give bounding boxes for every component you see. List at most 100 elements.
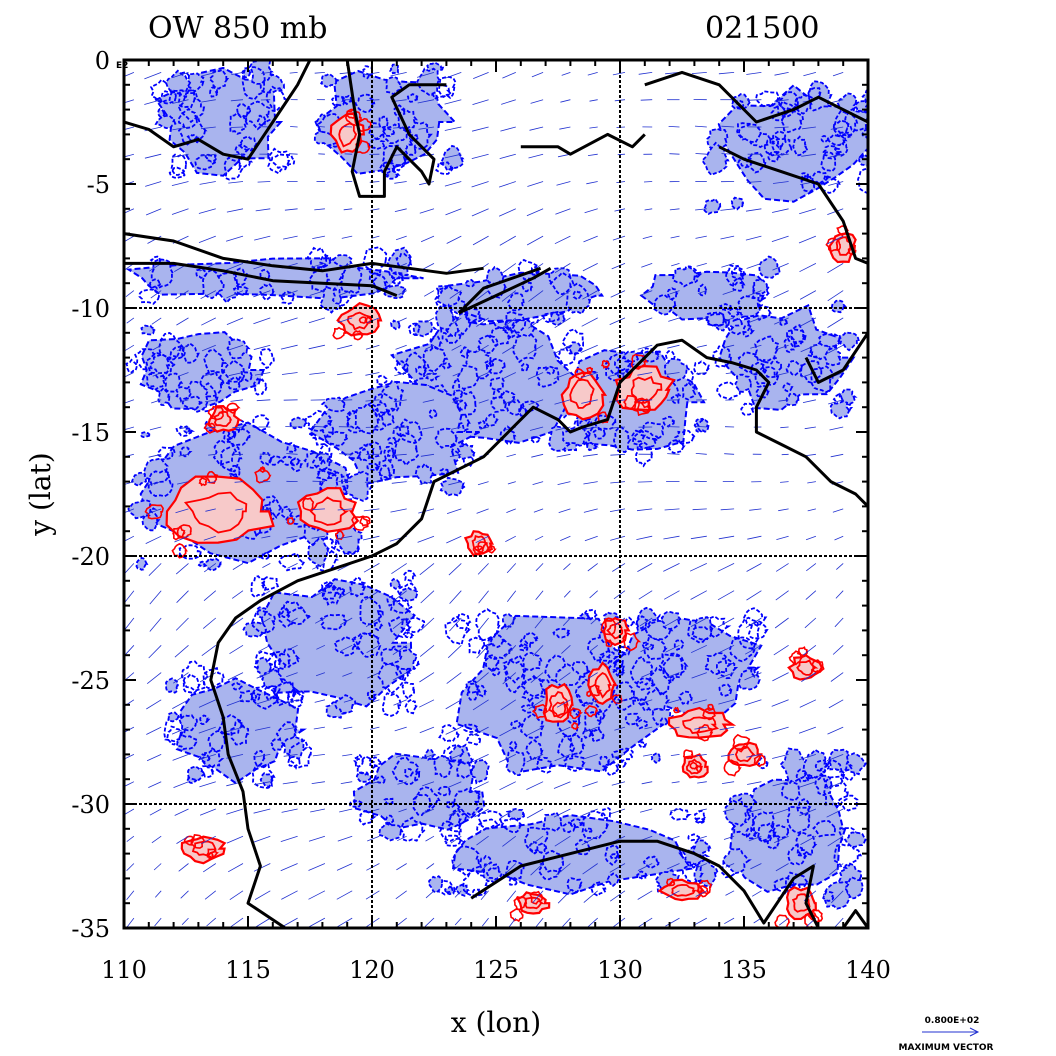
- negative-contour-cell: [249, 60, 274, 85]
- y-tick-label: -15: [71, 419, 110, 447]
- negative-contour-cell: [178, 544, 202, 560]
- wind-vector: [608, 372, 626, 377]
- wind-vector: [610, 453, 626, 456]
- wind-vector: [284, 726, 298, 730]
- negative-contour-cell: [466, 682, 482, 701]
- positive-inner-contour: [338, 122, 358, 148]
- wind-vector: [174, 535, 189, 543]
- wind-vector: [310, 808, 325, 813]
- negative-contour-cell: [442, 834, 465, 847]
- wind-vector: [149, 426, 162, 431]
- negative-contour-cell: [414, 462, 437, 485]
- wind-vector: [416, 72, 435, 78]
- wind-vector: [610, 535, 626, 541]
- wind-vector: [338, 590, 353, 599]
- wind-vector: [831, 890, 844, 904]
- negative-contour-cell: [241, 66, 266, 101]
- wind-vector: [696, 372, 707, 375]
- negative-contour-cell: [635, 615, 649, 630]
- wind-vector: [527, 181, 544, 187]
- negative-contour-cell: [510, 719, 524, 730]
- negative-contour-cell: [403, 768, 414, 778]
- wind-vector: [480, 426, 489, 430]
- negative-contour-cell: [622, 350, 642, 363]
- x-tick-label: 110: [101, 956, 147, 984]
- negative-contour-cell: [259, 576, 280, 591]
- wind-vector: [124, 754, 135, 760]
- negative-contour-cell: [836, 794, 859, 812]
- negative-contour-cell: [662, 415, 675, 428]
- negative-contour-cell: [238, 517, 262, 540]
- wind-vector: [529, 126, 544, 131]
- y-tick-label: -35: [71, 915, 110, 943]
- wind-vector: [502, 835, 517, 847]
- wind-vector: [669, 153, 680, 155]
- negative-contour-cell: [452, 389, 464, 400]
- negative-contour-cell: [367, 138, 386, 151]
- wind-vector: [476, 645, 489, 659]
- negative-contour-cell: [203, 557, 222, 572]
- positive-inner-contour: [682, 716, 720, 734]
- wind-vector: [775, 563, 789, 572]
- positive-inner-contour: [630, 375, 663, 404]
- wind-vector: [144, 153, 162, 159]
- wind-vector: [644, 726, 653, 730]
- wind-vector: [125, 290, 135, 298]
- positive-contour-cell: [600, 617, 617, 636]
- negative-contour-cell: [331, 282, 356, 307]
- y-tick-label: -5: [87, 171, 110, 199]
- coastline: [470, 839, 820, 928]
- wind-vector: [745, 644, 762, 655]
- wind-vector: [798, 754, 817, 761]
- wind-vector: [609, 508, 626, 512]
- negative-contour-cell: [592, 428, 607, 440]
- negative-contour-cell: [145, 352, 171, 379]
- negative-contour-cell: [428, 408, 438, 419]
- y-tick-label: -10: [71, 295, 110, 323]
- wind-vector: [280, 317, 298, 324]
- wind-vector: [471, 181, 489, 188]
- positive-region: [560, 371, 608, 421]
- wind-vector: [609, 890, 626, 902]
- negative-contour-cell: [569, 818, 584, 829]
- negative-contour-cell: [568, 733, 586, 756]
- wind-vector: [231, 590, 244, 599]
- negative-contour-cell: [321, 583, 346, 606]
- wind-vector: [827, 317, 844, 328]
- negative-contour-cell: [545, 365, 556, 375]
- wind-vector: [611, 263, 626, 270]
- wind-vector: [501, 290, 517, 302]
- negative-contour-cell: [187, 765, 207, 781]
- negative-contour-cell: [456, 760, 475, 780]
- negative-contour-cell: [721, 847, 752, 875]
- positive-contour-cell: [531, 703, 550, 720]
- positive-inner-contour: [796, 659, 819, 676]
- wind-vector: [526, 808, 544, 819]
- y-tick-label: -30: [71, 791, 110, 819]
- wind-vector: [477, 372, 489, 378]
- wind-vector: [554, 317, 571, 329]
- negative-contour-cell: [400, 616, 426, 634]
- negative-contour-cell: [795, 768, 811, 783]
- negative-contour-cell: [385, 75, 404, 96]
- negative-contour-cell: [525, 739, 544, 762]
- wind-vector: [481, 917, 489, 927]
- wind-vector: [799, 808, 817, 817]
- wind-vector: [314, 72, 325, 74]
- negative-contour-cell: [582, 728, 594, 739]
- wind-vector: [178, 372, 189, 377]
- negative-contour-cell: [376, 658, 405, 695]
- wind-vector: [614, 726, 626, 731]
- wind-vector: [126, 863, 135, 871]
- wind-vector: [500, 263, 517, 275]
- negative-contour-cell: [822, 890, 835, 902]
- wind-vector: [341, 235, 353, 239]
- wind-vector: [227, 672, 244, 681]
- negative-contour-cell: [485, 358, 506, 375]
- negative-contour-cell: [562, 821, 577, 834]
- wind-vector: [718, 535, 735, 540]
- negative-contour-cell: [146, 369, 166, 391]
- negative-contour-cell: [498, 389, 516, 404]
- negative-contour-cell: [635, 441, 653, 468]
- negative-contour-cell: [705, 311, 726, 327]
